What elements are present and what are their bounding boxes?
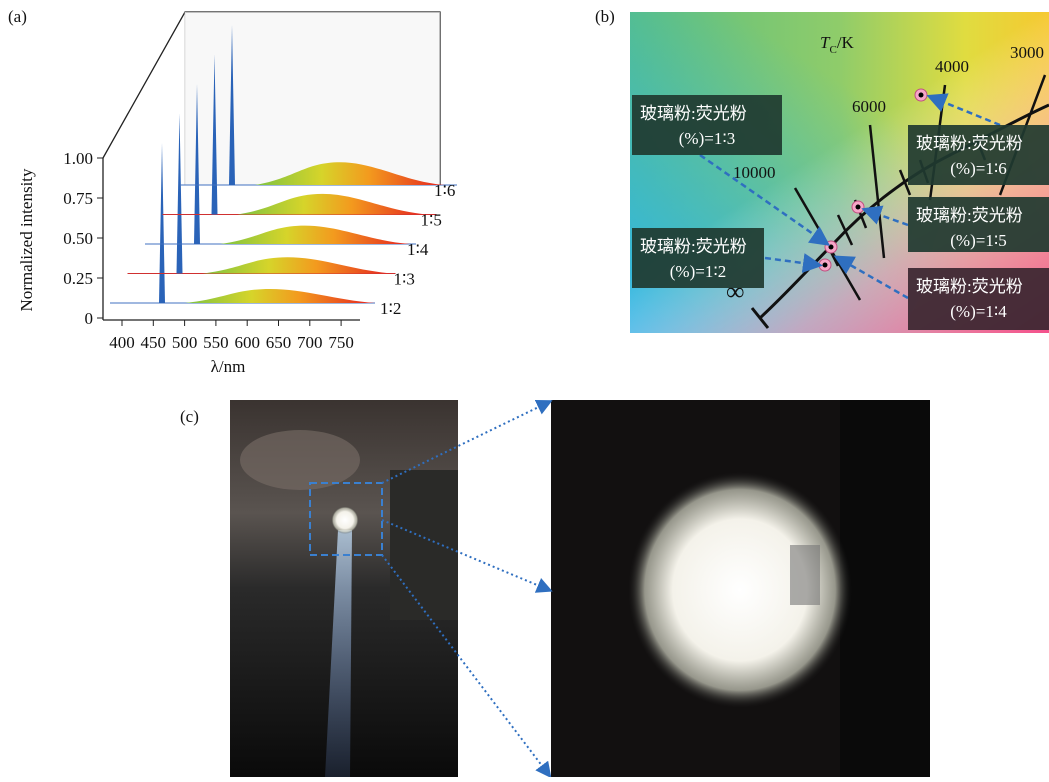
cct-label: 6000 <box>852 97 886 116</box>
callout-ratio: (%)=1∶5 <box>950 231 1007 250</box>
spectrum-peak <box>159 143 165 303</box>
y-tick-label: 0.50 <box>63 229 93 248</box>
callout-ratio: (%)=1∶4 <box>950 302 1007 321</box>
tc-unit: /K <box>837 33 855 52</box>
callout-ratio: (%)=1∶3 <box>679 129 736 148</box>
light-spot <box>331 506 359 534</box>
cct-label: 4000 <box>935 57 969 76</box>
series-label: 1∶2 <box>380 299 401 318</box>
panel-label: (c) <box>180 407 199 426</box>
x-tick-label: 650 <box>266 333 292 352</box>
series-label: 1∶4 <box>407 240 429 259</box>
x-tick-label: 500 <box>172 333 198 352</box>
panel-b: (b) TC/K 3000 4000 6000 10000 ∞ 玻璃粉:荧光粉(… <box>595 7 1049 333</box>
panel-c: (c) <box>180 400 930 777</box>
x-tick-label: 400 <box>109 333 135 352</box>
callout-title: 玻璃粉:荧光粉 <box>640 104 747 123</box>
x-tick-label: 750 <box>328 333 354 352</box>
callout-title: 玻璃粉:荧光粉 <box>916 134 1023 153</box>
y-tick-label: 0.75 <box>63 189 93 208</box>
figure: (a) Normalized intensity λ/nm 0 0.25 0.50 0… <box>0 0 1049 777</box>
callout-title: 玻璃粉:荧光粉 <box>916 206 1023 225</box>
x-tick-label: 700 <box>297 333 323 352</box>
tc-subscript: C <box>829 44 836 56</box>
panel-label: (a) <box>8 7 27 26</box>
spectrum-peak <box>177 114 183 274</box>
series-label: 1∶6 <box>434 181 455 200</box>
panel-a: (a) Normalized intensity λ/nm 0 0.25 0.50 0… <box>8 7 457 376</box>
callout-title: 玻璃粉:荧光粉 <box>640 237 747 256</box>
callout-title: 玻璃粉:荧光粉 <box>916 277 1023 296</box>
spectrum-broad <box>238 194 428 215</box>
callout-ratio: (%)=1∶2 <box>670 262 727 281</box>
x-tick-label: 550 <box>203 333 229 352</box>
spectrum-broad <box>220 226 410 244</box>
panel-label: (b) <box>595 7 615 26</box>
back-wall-fill <box>185 12 440 185</box>
x-axis-label: λ/nm <box>211 357 246 376</box>
y-tick-label: 1.00 <box>63 149 93 168</box>
cloud <box>240 430 360 490</box>
sign <box>790 545 820 605</box>
callout-ratio: (%)=1∶6 <box>950 159 1007 178</box>
wall-shadow <box>840 400 930 777</box>
building <box>390 470 458 620</box>
spectrum-broad <box>203 257 393 273</box>
cct-label: 10000 <box>733 163 776 182</box>
y-tick-label: 0 <box>85 309 94 328</box>
x-tick-label: 450 <box>141 333 167 352</box>
spectrum-broad <box>185 289 375 303</box>
cct-label: 3000 <box>1010 43 1044 62</box>
y-axis-label: Normalized intensity <box>17 168 36 312</box>
x-tick-label: 600 <box>234 333 260 352</box>
y-tick-label: 0.25 <box>63 269 93 288</box>
series-label: 1∶5 <box>421 211 442 230</box>
series-label: 1∶3 <box>394 270 415 289</box>
